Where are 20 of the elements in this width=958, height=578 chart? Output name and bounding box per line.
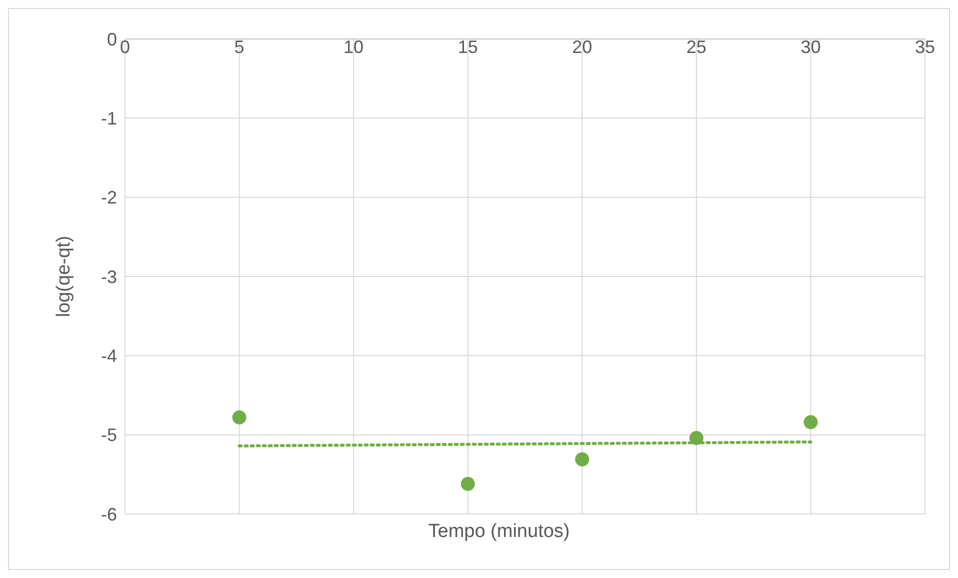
- y-tick-label: -3: [100, 266, 117, 287]
- y-tick-label: -1: [100, 108, 117, 129]
- y-axis-title: log(qe-qt): [54, 236, 75, 318]
- point: [460, 476, 475, 491]
- y-tick-label: -5: [100, 425, 117, 446]
- y-tick-label: -6: [100, 504, 117, 524]
- point: [232, 410, 246, 424]
- x-tick-label: 35: [914, 37, 936, 57]
- y-tick-label: -2: [100, 188, 117, 208]
- x-tick-label: 15: [458, 37, 478, 57]
- x-tick-label: 25: [686, 37, 706, 57]
- x-tick-label: 0: [120, 37, 130, 57]
- x-tick-label: 10: [344, 37, 364, 57]
- x-tick-label: 30: [800, 37, 821, 57]
- y-tick-label: -4: [100, 346, 117, 366]
- point: [575, 452, 590, 466]
- point: [804, 415, 818, 430]
- x-tick-label: 5: [234, 37, 244, 57]
- x-tick-label: 20: [572, 37, 592, 57]
- x-axis-title: Tempo (minutos): [428, 521, 570, 542]
